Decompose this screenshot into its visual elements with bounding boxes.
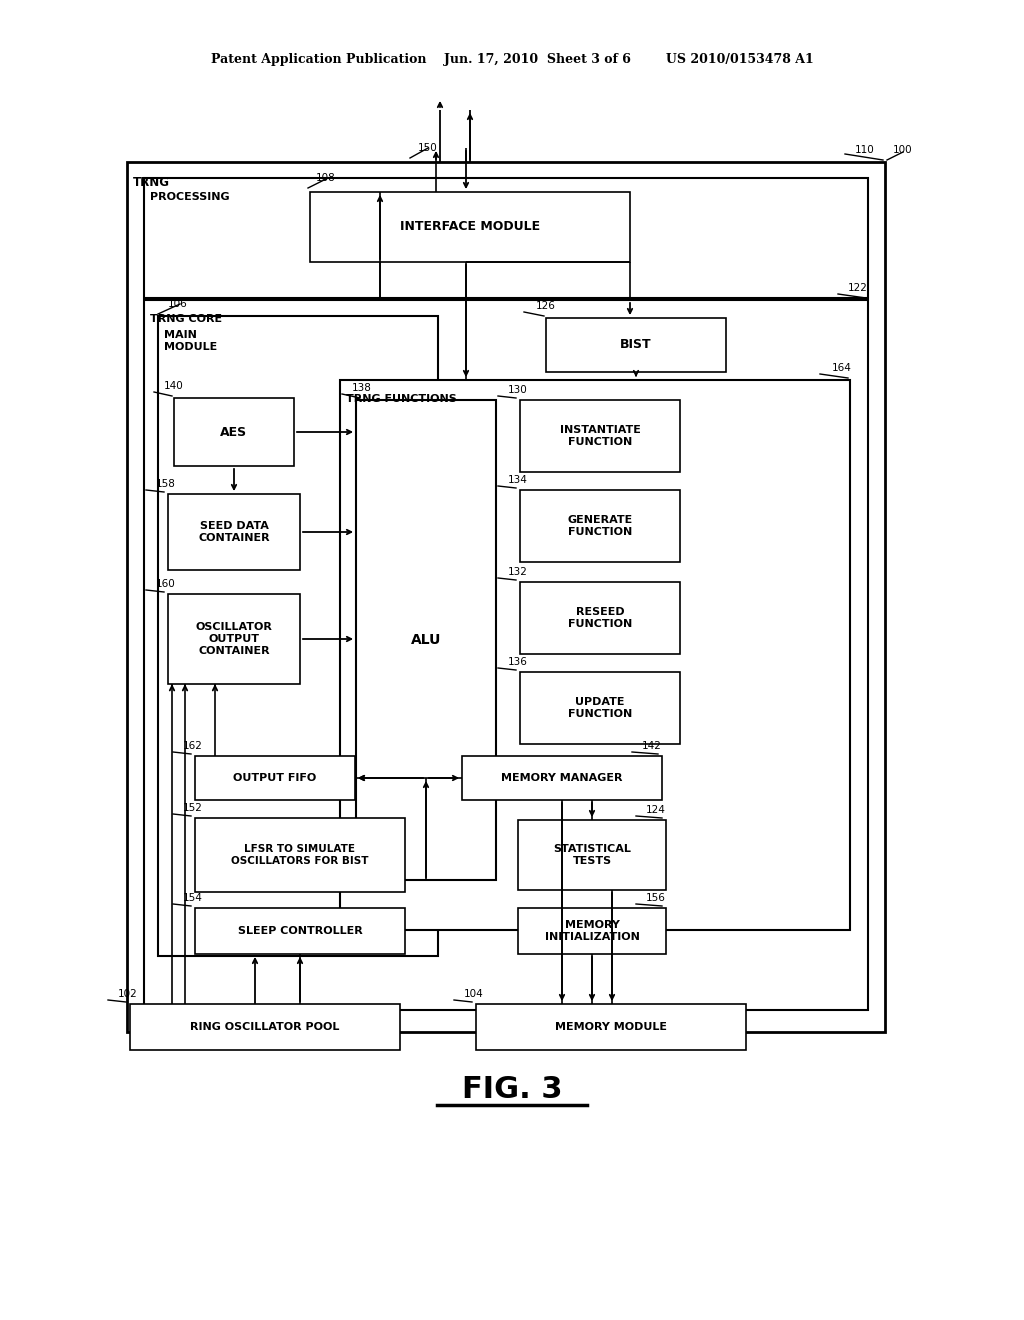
Text: OUTPUT FIFO: OUTPUT FIFO: [233, 774, 316, 783]
Bar: [195, 756, 355, 800]
Text: 106: 106: [168, 300, 187, 309]
Text: GENERATE
FUNCTION: GENERATE FUNCTION: [567, 515, 633, 537]
Bar: [476, 1005, 746, 1049]
Text: 152: 152: [183, 803, 203, 813]
Bar: [144, 178, 868, 298]
Text: FIG. 3: FIG. 3: [462, 1076, 562, 1105]
Text: 100: 100: [893, 145, 912, 154]
Text: SLEEP CONTROLLER: SLEEP CONTROLLER: [238, 927, 362, 936]
Bar: [195, 818, 406, 892]
Text: LFSR TO SIMULATE
OSCILLATORS FOR BIST: LFSR TO SIMULATE OSCILLATORS FOR BIST: [231, 843, 369, 866]
Bar: [310, 191, 630, 261]
Bar: [520, 490, 680, 562]
Text: 122: 122: [848, 282, 868, 293]
Bar: [546, 318, 726, 372]
Bar: [174, 399, 294, 466]
Bar: [462, 756, 662, 800]
Text: RESEED
FUNCTION: RESEED FUNCTION: [568, 607, 632, 630]
Text: PROCESSING: PROCESSING: [150, 191, 229, 202]
Text: 162: 162: [183, 741, 203, 751]
Bar: [518, 820, 666, 890]
Bar: [158, 315, 438, 956]
Text: RING OSCILLATOR POOL: RING OSCILLATOR POOL: [190, 1022, 340, 1032]
Text: INTERFACE MODULE: INTERFACE MODULE: [400, 220, 540, 234]
Text: 140: 140: [164, 381, 183, 391]
Text: 138: 138: [352, 383, 372, 393]
Text: 126: 126: [536, 301, 556, 312]
Bar: [518, 908, 666, 954]
Text: OSCILLATOR
OUTPUT
CONTAINER: OSCILLATOR OUTPUT CONTAINER: [196, 622, 272, 656]
Bar: [356, 400, 496, 880]
Text: UPDATE
FUNCTION: UPDATE FUNCTION: [568, 697, 632, 719]
Text: 124: 124: [646, 805, 666, 814]
Text: MEMORY MODULE: MEMORY MODULE: [555, 1022, 667, 1032]
Bar: [520, 582, 680, 653]
Text: TRNG: TRNG: [133, 176, 170, 189]
Bar: [340, 380, 850, 931]
Text: 142: 142: [642, 741, 662, 751]
Text: 150: 150: [418, 143, 437, 153]
Text: ALU: ALU: [411, 634, 441, 647]
Text: STATISTICAL
TESTS: STATISTICAL TESTS: [553, 843, 631, 866]
Text: 110: 110: [855, 145, 874, 154]
Bar: [168, 594, 300, 684]
Bar: [168, 494, 300, 570]
Text: MAIN
MODULE: MAIN MODULE: [164, 330, 217, 352]
Text: AES: AES: [220, 425, 248, 438]
Text: 130: 130: [508, 385, 527, 395]
Bar: [144, 300, 868, 1010]
Text: 102: 102: [118, 989, 138, 999]
Bar: [520, 672, 680, 744]
Text: 158: 158: [156, 479, 176, 488]
Text: 136: 136: [508, 657, 528, 667]
Text: 160: 160: [156, 579, 176, 589]
Text: BIST: BIST: [621, 338, 652, 351]
Bar: [195, 908, 406, 954]
Text: 154: 154: [183, 894, 203, 903]
Text: MEMORY
INITIALIZATION: MEMORY INITIALIZATION: [545, 920, 639, 942]
Bar: [520, 400, 680, 473]
Text: 156: 156: [646, 894, 666, 903]
Text: TRNG CORE: TRNG CORE: [150, 314, 222, 323]
Bar: [130, 1005, 400, 1049]
Text: 132: 132: [508, 568, 528, 577]
Text: 134: 134: [508, 475, 528, 484]
Text: SEED DATA
CONTAINER: SEED DATA CONTAINER: [199, 521, 269, 544]
Text: MEMORY MANAGER: MEMORY MANAGER: [502, 774, 623, 783]
Text: Patent Application Publication    Jun. 17, 2010  Sheet 3 of 6        US 2010/015: Patent Application Publication Jun. 17, …: [211, 54, 813, 66]
Text: 164: 164: [831, 363, 852, 374]
Text: 104: 104: [464, 989, 483, 999]
Text: 108: 108: [316, 173, 336, 183]
Text: TRNG FUNCTIONS: TRNG FUNCTIONS: [346, 393, 457, 404]
Text: INSTANTIATE
FUNCTION: INSTANTIATE FUNCTION: [559, 425, 640, 447]
Bar: [127, 162, 885, 1032]
